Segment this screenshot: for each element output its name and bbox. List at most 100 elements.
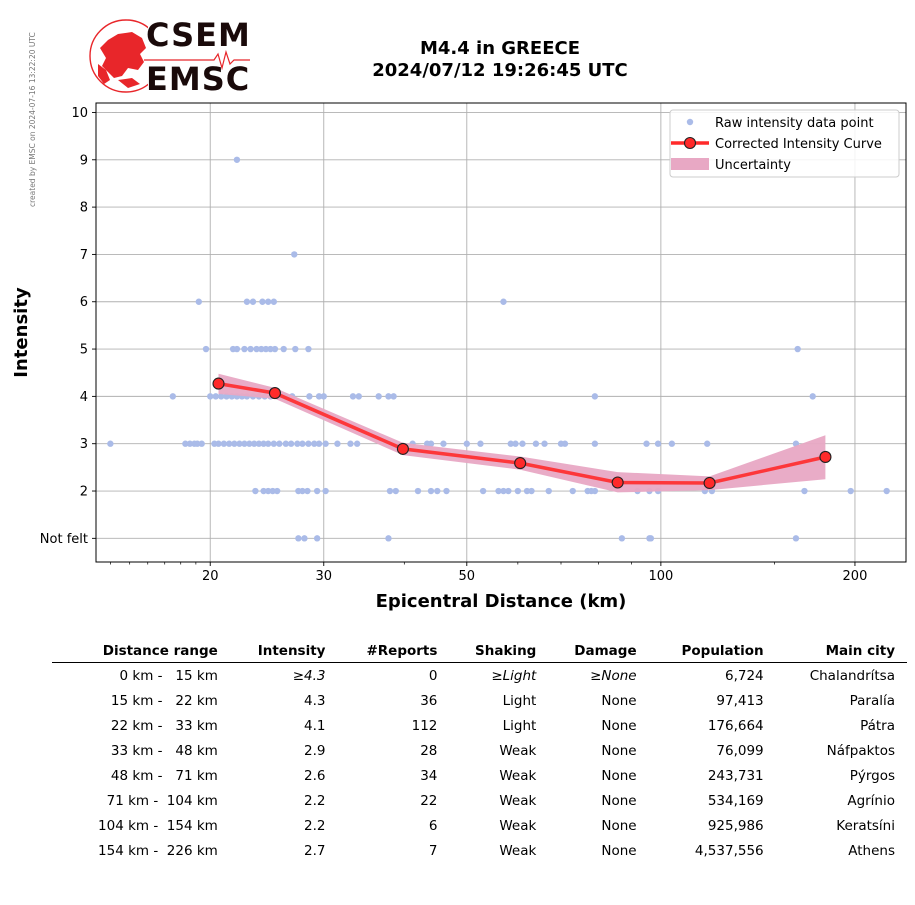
raw-point: [519, 440, 526, 447]
raw-point: [322, 487, 329, 495]
cell-damage: None: [601, 792, 637, 809]
cell-main-city: Athens: [848, 842, 895, 859]
cell-distance-range: 0 km - 15 km: [119, 667, 218, 684]
raw-point: [427, 440, 435, 447]
cell-main-city: Chalandrítsa: [809, 667, 895, 684]
raw-point: [704, 440, 711, 447]
raw-point: [264, 440, 272, 447]
cell-population: 4,537,556: [694, 842, 764, 859]
curve-point: [212, 377, 225, 390]
cell-intensity: 2.2: [304, 817, 326, 834]
y-tick-label: 8: [80, 201, 88, 216]
raw-point: [305, 345, 312, 353]
raw-point: [390, 393, 397, 400]
header-intensity: Intensity: [229, 640, 338, 663]
legend-label-raw: Raw intensity data point: [715, 116, 874, 131]
raw-point: [241, 440, 248, 447]
raw-point: [252, 487, 259, 495]
raw-point: [260, 487, 267, 495]
x-tick-label: 30: [315, 569, 332, 584]
raw-point: [270, 298, 278, 305]
raw-point: [198, 440, 205, 447]
plot-frame: [95, 102, 907, 563]
raw-point: [249, 298, 257, 305]
cell-population: 176,664: [707, 717, 764, 734]
cell-distance-range: 104 km - 154 km: [98, 817, 218, 834]
raw-point: [215, 440, 222, 447]
raw-point: [311, 440, 318, 447]
table-body: 0 km - 15 km ≥4.3 0 ≥Light ≥None 6,724 Chaland…: [52, 663, 907, 864]
cell-intensity: 2.7: [304, 842, 326, 859]
y-tick-label: 5: [80, 343, 88, 358]
raw-point: [305, 440, 312, 447]
raw-point: [643, 440, 650, 447]
raw-point: [883, 487, 890, 495]
cell-shaking: ≥Light: [491, 667, 537, 684]
cell-intensity: 4.3: [304, 692, 326, 709]
raw-point: [169, 393, 177, 400]
y-tick-label: 10: [71, 106, 88, 121]
header-damage: Damage: [548, 640, 649, 663]
raw-point: [847, 487, 854, 495]
raw-point: [294, 440, 301, 447]
legend: Raw intensity data point Corrected Intens…: [669, 109, 900, 178]
raw-point: [495, 487, 502, 495]
raw-point: [299, 487, 306, 495]
cell-damage: None: [601, 692, 637, 709]
raw-point: [618, 535, 626, 542]
x-tick-label: 200: [843, 569, 868, 584]
raw-point: [427, 487, 435, 495]
raw-point: [809, 393, 816, 400]
table-row: 154 km - 226 km 2.7 7 Weak None 4,537,556 Athe…: [52, 838, 907, 863]
raw-point: [273, 487, 281, 495]
raw-point: [792, 535, 800, 542]
cell-population: 925,986: [707, 817, 764, 834]
y-axis-label: Intensity: [11, 287, 32, 378]
raw-point: [794, 345, 801, 353]
y-tick-label: Not felt: [40, 532, 88, 547]
header-population: Population: [648, 640, 776, 663]
raw-point: [218, 393, 225, 400]
raw-point: [512, 440, 519, 447]
raw-point: [287, 440, 295, 447]
curve-point: [396, 442, 409, 455]
intensity-chart: 20 30 50 100 200 Not felt 2 3 4 5 6 7 8 9 10 Epicentral…: [11, 102, 907, 612]
raw-point: [269, 487, 276, 495]
cell-shaking: Weak: [499, 842, 537, 859]
raw-point: [668, 440, 676, 447]
curve-point: [703, 476, 716, 490]
x-tick-label: 20: [202, 569, 219, 584]
cell-reports: 22: [420, 792, 438, 809]
cell-intensity: 2.9: [304, 742, 326, 759]
cell-damage: None: [601, 767, 637, 784]
raw-point: [202, 345, 210, 353]
table-row: 0 km - 15 km ≥4.3 0 ≥Light ≥None 6,724 Chaland…: [52, 663, 907, 689]
raw-point: [545, 487, 552, 495]
raw-point: [250, 440, 258, 447]
raw-point: [259, 298, 266, 305]
raw-point: [414, 487, 422, 495]
raw-point: [647, 535, 655, 542]
x-axis-label: Epicentral Distance (km): [376, 591, 627, 612]
raw-point: [443, 487, 450, 495]
y-tick-label: 4: [80, 390, 88, 405]
intensity-table: Distance range Intensity #Reports Shaking Da…: [52, 640, 907, 863]
y-tick-label: 9: [80, 153, 88, 168]
table-row: 22 km - 33 km 4.1 112 Light None 176,664 Pátra: [52, 713, 907, 738]
cell-reports: 112: [411, 717, 438, 734]
raw-point: [212, 393, 219, 400]
raw-point: [386, 487, 394, 495]
x-tick-label: 50: [459, 569, 476, 584]
cell-shaking: Weak: [499, 767, 537, 784]
raw-point: [479, 487, 487, 495]
y-tick-label: 3: [80, 437, 88, 452]
raw-point: [246, 440, 253, 447]
raw-point: [243, 298, 251, 305]
raw-point: [320, 393, 327, 400]
cell-distance-range: 154 km - 226 km: [98, 842, 218, 859]
raw-point: [247, 345, 254, 353]
curve-point: [268, 387, 281, 400]
cell-damage: None: [601, 817, 637, 834]
table-header-row: Distance range Intensity #Reports Shaking Da…: [52, 640, 907, 663]
raw-point: [541, 440, 548, 447]
